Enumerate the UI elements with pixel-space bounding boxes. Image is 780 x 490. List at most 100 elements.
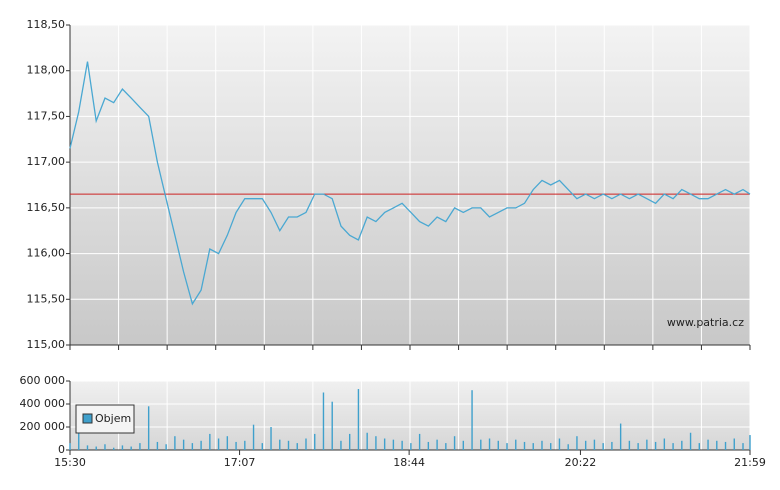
volume-bar [733,438,735,450]
volume-bar [383,438,386,450]
volume-bar [226,436,229,450]
volume-bar [209,433,211,450]
legend-swatch [82,413,93,424]
volume-bar [628,440,631,450]
volume-bar [252,424,255,450]
volume-bar [584,440,587,450]
volume-bar [681,440,683,450]
volume-bar [147,406,150,450]
volume-bar [305,438,307,450]
legend-label: Objem [95,412,131,425]
volume-bar [375,436,377,450]
volume-bar [445,443,447,450]
volume-bar [663,438,666,450]
volume-bar [69,443,71,450]
volume-bar [191,443,194,450]
volume-bar [366,432,368,450]
y-tick-label: 117,50 [27,109,66,122]
volume-bar [427,441,430,450]
x-tick-label: 20:22 [565,456,597,469]
volume-bar [235,441,237,450]
y-tick-label: 117,00 [27,155,66,168]
y-tick-label: 400 000 [20,397,66,410]
volume-bar [689,432,692,450]
y-tick-label: 200 000 [20,420,66,433]
volume-bar [95,446,97,450]
price-line [69,61,751,306]
volume-bar [331,401,333,450]
volume-bar [113,447,115,450]
volume-bar [348,433,351,450]
volume-bar [401,440,403,450]
volume-bar [672,443,674,450]
volume-bar [619,423,622,450]
volume-bar [357,389,360,450]
watermark: www.patria.cz [667,316,744,329]
y-tick-label: 118,00 [27,64,66,77]
volume-bar [174,436,176,450]
volume-bar [340,440,342,450]
x-tick-label: 15:30 [54,456,86,469]
y-tick-label: 600 000 [20,374,66,387]
volume-bar [471,390,473,450]
volume-bar [558,438,561,450]
volume-bar [314,433,316,450]
y-tick-label: 116,50 [27,201,66,214]
volume-bar [497,440,499,450]
volume-bar [270,427,272,450]
x-tick-label: 17:07 [224,456,256,469]
volume-bar [418,433,421,450]
volume-bar [637,443,639,450]
volume-bar [462,440,465,450]
volume-bar [392,439,395,450]
volume-bar [165,444,167,450]
volume-bar [279,439,281,450]
volume-bar [139,443,141,450]
y-tick-label: 116,00 [27,247,66,260]
volume-bar [602,443,604,450]
volume-bar [550,443,552,450]
volume-bar [506,443,508,450]
x-tick-label: 18:44 [393,456,425,469]
volume-bar [567,444,569,450]
volume-bar [410,443,412,450]
volume-bar [296,443,298,450]
volume-bar [121,445,124,450]
volume-bar [261,443,263,450]
volume-bar [576,436,578,450]
volume-bar [716,440,718,450]
volume-bar [182,439,185,450]
x-tick-label: 21:59 [734,456,766,469]
volume-bar [287,440,290,450]
volume-bar [523,441,526,450]
volume-bar [646,439,648,450]
volume-bar [541,440,543,450]
volume-bar [86,445,89,450]
volume-bar [707,439,709,450]
volume-bar [749,435,751,450]
y-tick-label: 0 [58,443,65,456]
volume-bar [742,443,744,450]
volume-bar [593,439,596,450]
volume-bar [488,438,491,450]
volume-bar [322,392,325,450]
volume-bar [515,439,517,450]
volume-bar [654,441,657,450]
volume-bar [156,441,159,450]
volume-bar [244,440,246,450]
y-tick-label: 115,50 [27,292,66,305]
volume-bar [78,432,80,450]
volume-bar [724,441,727,450]
volume-bar [611,441,613,450]
volume-bar [130,446,132,450]
y-tick-label: 118,50 [27,18,66,31]
volume-bar [200,440,202,450]
volume-bar [532,443,534,450]
volume-bar [217,438,220,450]
volume-bar [698,443,701,450]
volume-bar [480,439,482,450]
volume-bar [104,444,106,450]
volume-bar [436,439,438,450]
y-tick-label: 115,00 [27,338,66,351]
